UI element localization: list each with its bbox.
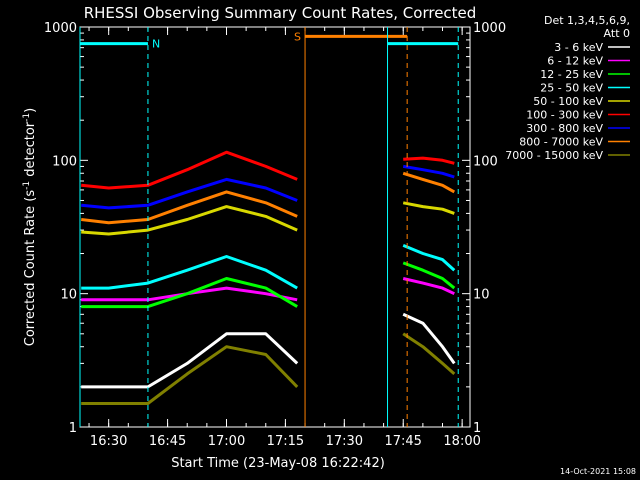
series-25-50-kev-line-post-gap (402, 244, 456, 272)
legend-label: 12 - 25 keV (540, 68, 603, 81)
x-tick-label: 16:30 (90, 434, 127, 449)
axis-ticks (80, 26, 470, 428)
y-tick-label: 1 (69, 421, 77, 436)
legend-header-line2: Att 0 (604, 27, 630, 40)
x-tick-label: 18:00 (443, 434, 480, 449)
series-800-7000-kev-line (81, 190, 298, 225)
series-800-7000-kev-line-post-gap (402, 171, 456, 194)
y-tick-label-right: 1 (473, 421, 481, 436)
series-12-25-kev-line-post-gap (402, 261, 456, 290)
y-axis-label-mid: detector (23, 121, 38, 181)
y-axis-label-exp2: -1 (22, 113, 32, 122)
series-7000-15000-kev-line-post-gap (402, 332, 456, 376)
footer-date: 14-Oct-2021 15:08 (560, 467, 636, 476)
x-tick-label: 16:45 (149, 434, 186, 449)
x-tick-labels: 16:30 16:45 17:00 17:15 17:30 17:45 18:00 (90, 434, 481, 449)
legend-label: 50 - 100 keV (533, 95, 603, 108)
x-axis-label: Start Time (23-May-08 16:22:42) (171, 456, 385, 471)
series-25-50-kev-line (81, 255, 298, 290)
series-50-100-kev-line (81, 205, 298, 236)
x-tick-label: 17:15 (267, 434, 304, 449)
series-300-800-kev-line (81, 177, 298, 210)
y-axis-label-main: Corrected Count Rate (s (23, 190, 38, 347)
y-tick-label-right: 1000 (473, 21, 506, 36)
y-tick-label-right: 100 (473, 154, 498, 169)
series-12-25-kev-line (81, 277, 298, 309)
legend-header-line1: Det 1,3,4,5,6,9, (544, 14, 630, 27)
interval-label: N (152, 38, 160, 51)
series-3-6-kev-line-post-gap (402, 312, 456, 365)
legend-label: 25 - 50 keV (540, 82, 603, 95)
series-100-300-kev-line (81, 150, 298, 190)
chart-title: RHESSI Observing Summary Count Rates, Co… (84, 4, 477, 22)
interval-label: S (294, 30, 301, 43)
series-300-800-kev-line-post-gap (402, 164, 455, 179)
series-layer (81, 150, 456, 405)
y-axis-label-end: ) (23, 108, 38, 113)
legend-label: 6 - 12 keV (547, 55, 603, 68)
series-100-300-kev-line-post-gap (403, 156, 455, 165)
series-50-100-kev-line-post-gap (402, 201, 455, 215)
y-tick-labels: 1 1 10 10 100 100 1000 1000 (44, 21, 506, 436)
legend-label: 800 - 7000 keV (519, 136, 603, 149)
x-tick-label: 17:45 (384, 434, 421, 449)
y-axis-label-exp1: -1 (22, 181, 32, 190)
series-6-12-kev-line-post-gap (402, 277, 455, 296)
y-tick-label: 100 (52, 154, 77, 169)
series-3-6-kev-line (81, 332, 299, 389)
series-7000-15000-kev-line (81, 345, 299, 405)
plot-frame (79, 26, 471, 428)
y-tick-label: 10 (60, 288, 77, 303)
y-tick-label-right: 10 (473, 288, 490, 303)
x-tick-label: 17:00 (208, 434, 245, 449)
annotation-layer: NS (79, 27, 459, 427)
x-tick-label: 17:30 (326, 434, 363, 449)
legend-label: 7000 - 15000 keV (505, 149, 603, 162)
legend-label: 300 - 800 keV (526, 122, 603, 135)
y-axis-label: Corrected Count Rate (s-1 detector-1) (22, 108, 38, 346)
legend-label: 100 - 300 keV (526, 109, 603, 122)
legend-label: 3 - 6 keV (554, 41, 603, 54)
y-tick-label: 1000 (44, 21, 77, 36)
